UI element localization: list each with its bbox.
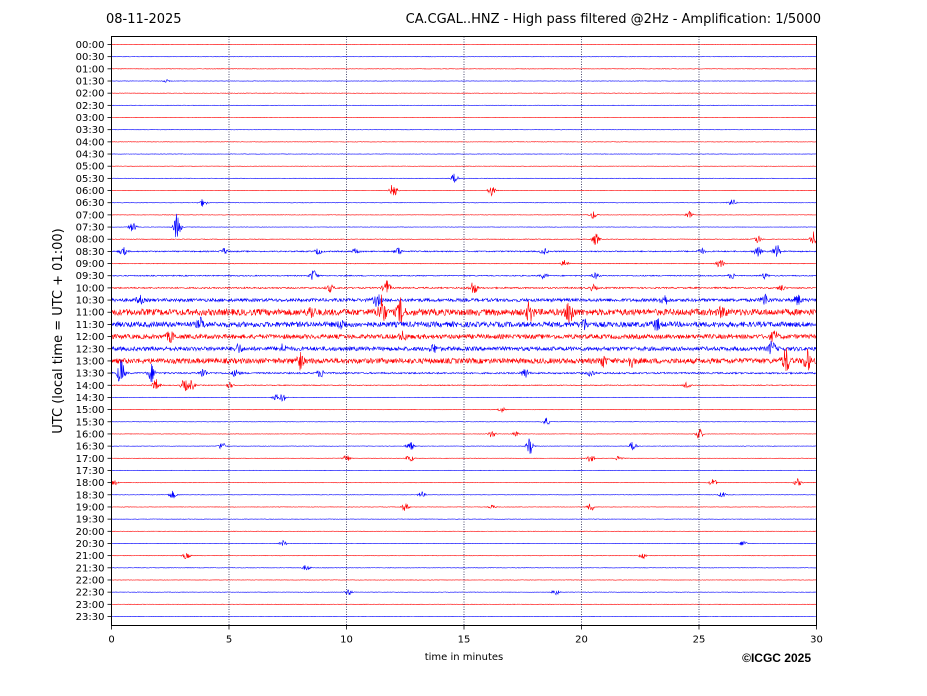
trace-0900 bbox=[111, 259, 817, 268]
y-tick-label: 19:30 bbox=[76, 515, 105, 526]
y-tick-label: 14:00 bbox=[76, 381, 105, 392]
y-tick-label: 01:00 bbox=[76, 64, 105, 75]
y-tick-label: 18:00 bbox=[76, 478, 105, 489]
y-tick-label: 11:30 bbox=[76, 320, 105, 331]
x-tick-label: 30 bbox=[810, 635, 823, 646]
trace-2100 bbox=[111, 552, 817, 560]
x-tick-label: 25 bbox=[693, 635, 706, 646]
x-tick-label: 5 bbox=[226, 635, 232, 646]
y-tick-label: 21:00 bbox=[76, 551, 105, 562]
trace-1630 bbox=[111, 438, 817, 454]
trace-1030 bbox=[111, 293, 817, 307]
trace-1130 bbox=[111, 316, 817, 331]
y-tick-label: 08:30 bbox=[76, 247, 105, 258]
y-tick-label: 02:30 bbox=[76, 101, 105, 112]
trace-1530 bbox=[111, 417, 817, 425]
y-tick-label: 09:00 bbox=[76, 259, 105, 270]
trace-2130 bbox=[111, 565, 817, 571]
y-tick-label: 23:00 bbox=[76, 600, 105, 611]
x-tick-group: 0 5 10 15 20 25 30 bbox=[108, 625, 823, 646]
y-tick-label: 20:30 bbox=[76, 539, 105, 550]
y-tick-label: 20:00 bbox=[76, 527, 105, 538]
trace-2030 bbox=[111, 539, 817, 546]
y-tick-label: 00:00 bbox=[76, 40, 105, 51]
y-tick-label: 14:30 bbox=[76, 393, 105, 404]
trace-0630 bbox=[111, 199, 817, 207]
y-tick-label: 05:00 bbox=[76, 162, 105, 173]
y-tick-label: 01:30 bbox=[76, 77, 105, 88]
x-tick-label: 15 bbox=[458, 635, 471, 646]
y-tick-label: 00:30 bbox=[76, 52, 105, 63]
y-tick-label: 03:30 bbox=[76, 125, 105, 136]
trace-1430 bbox=[111, 394, 817, 402]
vertical-grid bbox=[228, 36, 700, 626]
trace-0130 bbox=[111, 79, 817, 83]
trace-group bbox=[111, 43, 817, 618]
trace-1100 bbox=[111, 294, 817, 324]
trace-0930 bbox=[111, 270, 817, 280]
y-axis-label: UTC (local time = UTC + 01:00) bbox=[51, 228, 66, 433]
y-tick-label: 03:00 bbox=[76, 113, 105, 124]
y-tick-label: 02:00 bbox=[76, 89, 105, 100]
y-tick-label: 21:30 bbox=[76, 563, 105, 574]
y-tick-label: 16:00 bbox=[76, 429, 105, 440]
trace-1600 bbox=[111, 428, 817, 439]
y-tick-label: 10:00 bbox=[76, 283, 105, 294]
trace-0800 bbox=[111, 231, 817, 245]
plot-date: 08-11-2025 bbox=[106, 12, 182, 27]
trace-1000 bbox=[111, 280, 817, 294]
trace-0530 bbox=[111, 173, 817, 184]
trace-1400 bbox=[111, 379, 817, 392]
y-tick-label: 12:00 bbox=[76, 332, 105, 343]
y-tick-label: 04:00 bbox=[76, 137, 105, 148]
y-tick-label: 16:30 bbox=[76, 442, 105, 453]
trace-1800 bbox=[111, 478, 817, 486]
y-tick-label: 15:30 bbox=[76, 417, 105, 428]
y-tick-label: 06:30 bbox=[76, 198, 105, 209]
y-tick-label: 07:00 bbox=[76, 210, 105, 221]
trace-1700 bbox=[111, 455, 817, 463]
y-tick-label: 09:30 bbox=[76, 271, 105, 282]
x-tick-label: 10 bbox=[340, 635, 353, 646]
y-tick-label: 05:30 bbox=[76, 174, 105, 185]
plot-title: CA.CGAL..HNZ - High pass filtered @2Hz -… bbox=[405, 12, 821, 27]
y-tick-label: 17:00 bbox=[76, 454, 105, 465]
trace-0600 bbox=[111, 185, 817, 197]
x-tick-label: 0 bbox=[108, 635, 114, 646]
y-tick-label: 12:30 bbox=[76, 344, 105, 355]
x-axis-label: time in minutes bbox=[425, 652, 504, 663]
y-tick-label: 06:00 bbox=[76, 186, 105, 197]
y-tick-label: 19:00 bbox=[76, 502, 105, 513]
y-tick-label: 23:30 bbox=[76, 612, 105, 623]
copyright-notice: ©ICGC 2025 bbox=[742, 651, 811, 665]
y-tick-label: 11:00 bbox=[76, 308, 105, 319]
y-tick-label: 08:00 bbox=[76, 235, 105, 246]
y-tick-label: 18:30 bbox=[76, 490, 105, 501]
y-tick-label: 07:30 bbox=[76, 223, 105, 234]
y-tick-label: 22:00 bbox=[76, 575, 105, 586]
y-tick-label: 10:30 bbox=[76, 296, 105, 307]
y-tick-label: 15:00 bbox=[76, 405, 105, 416]
trace-1330 bbox=[111, 359, 817, 383]
y-tick-label: 13:30 bbox=[76, 369, 105, 380]
x-tick-label: 20 bbox=[575, 635, 588, 646]
y-tick-label: 17:30 bbox=[76, 466, 105, 477]
trace-0830 bbox=[111, 245, 817, 257]
y-tick-label: 13:00 bbox=[76, 356, 105, 367]
y-tick-label: 04:30 bbox=[76, 150, 105, 161]
y-tick-label: 22:30 bbox=[76, 588, 105, 599]
